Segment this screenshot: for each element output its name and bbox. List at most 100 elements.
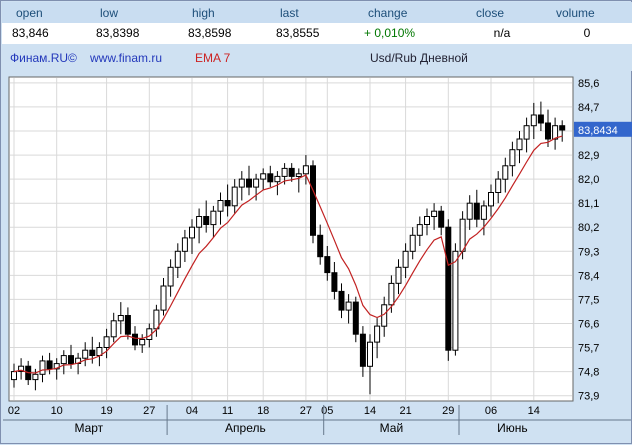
candle-body (317, 234, 324, 258)
candle-body (181, 237, 188, 252)
candle-body (203, 216, 210, 225)
candle-body (224, 200, 231, 207)
price-chart: 85,684,783,882,982,081,180,279,378,477,5… (3, 76, 632, 435)
svg-text:80,2: 80,2 (578, 222, 599, 234)
ema-line (13, 135, 563, 374)
svg-text:73,9: 73,9 (578, 391, 599, 403)
svg-text:84,7: 84,7 (578, 102, 599, 114)
candle-body (488, 192, 494, 207)
candle-body (196, 216, 203, 228)
candle-body (103, 336, 110, 348)
candle-body (402, 250, 409, 268)
candle-body (174, 250, 181, 268)
svg-text:18: 18 (257, 405, 269, 417)
candle-body (367, 341, 373, 367)
candle-body (32, 373, 39, 381)
svg-text:75,7: 75,7 (578, 343, 599, 355)
chart-title: Usd/Rub Дневной (370, 51, 468, 65)
stat-value-volume: 0 (583, 26, 591, 40)
month-label: Июнь (497, 421, 528, 435)
candle-body (246, 178, 252, 188)
candle-body (459, 218, 466, 252)
candle-body (509, 149, 516, 167)
candle-body (431, 210, 438, 217)
stat-value-change: + 0,010% (364, 26, 416, 40)
stat-label-last: last (280, 6, 299, 20)
candle-body (466, 202, 473, 220)
candle-body (295, 173, 302, 178)
candles (11, 101, 566, 395)
svg-text:05: 05 (321, 405, 333, 417)
candle-body (68, 355, 74, 365)
candle-body (416, 224, 423, 236)
candle-body (46, 360, 53, 370)
candle-body (53, 363, 60, 370)
candle-body (552, 125, 559, 140)
stat-label-volume: volume (556, 6, 595, 20)
stat-value-close: n/a (493, 26, 511, 40)
candle-body (89, 349, 96, 357)
svg-text:06: 06 (485, 405, 497, 417)
candle-body (352, 301, 359, 335)
candle-body (374, 325, 381, 343)
svg-text:77,5: 77,5 (578, 294, 599, 306)
candle-body (238, 178, 245, 188)
candle-body (359, 333, 366, 367)
svg-text:29: 29 (442, 405, 454, 417)
svg-text:82,0: 82,0 (578, 174, 599, 186)
candle-body (516, 138, 523, 151)
month-label: Март (74, 421, 103, 435)
candle-body (324, 256, 331, 274)
finam-brand-link[interactable]: Финам.RU© (10, 51, 77, 65)
candle-body (82, 349, 89, 359)
candle-body (274, 175, 281, 183)
stat-value-high: 83,8598 (188, 26, 232, 40)
candle-body (167, 266, 174, 287)
svg-text:78,4: 78,4 (578, 270, 599, 282)
candle-body (388, 282, 395, 306)
candle-body (11, 371, 17, 381)
candle-body (445, 226, 452, 351)
candle-body (310, 165, 316, 236)
stat-label-low: low (100, 6, 119, 20)
svg-text:27: 27 (143, 405, 155, 417)
candle-body (559, 125, 566, 131)
candle-body (139, 339, 146, 346)
candle-body (438, 210, 445, 228)
candle-body (530, 114, 537, 127)
svg-text:76,6: 76,6 (578, 319, 599, 331)
svg-text:11: 11 (222, 405, 233, 417)
stat-value-low: 83,8398 (96, 26, 140, 40)
candle-body (331, 272, 338, 292)
candle-body (545, 122, 551, 140)
last-price-label: 83,8434 (574, 121, 632, 137)
stat-label-high: high (192, 6, 215, 20)
svg-text:10: 10 (51, 405, 63, 417)
candle-body (495, 178, 502, 193)
svg-text:19: 19 (100, 405, 112, 417)
candle-body (480, 205, 487, 220)
candle-body (502, 165, 509, 180)
candle-body (523, 125, 530, 140)
candle-body (267, 173, 274, 183)
svg-text:27: 27 (300, 405, 312, 417)
candle-body (473, 202, 480, 220)
candle-body (160, 285, 167, 311)
candle-body (217, 200, 224, 212)
chart-header: Финам.RU© www.finam.ru EMA 7 Usd/Rub Дне… (2, 44, 632, 71)
finam-site-link[interactable]: www.finam.ru (90, 51, 163, 65)
candle-body (409, 234, 416, 252)
stat-value-open: 83,846 (12, 26, 49, 40)
candle-body (537, 114, 544, 124)
ema-indicator-label: EMA 7 (195, 51, 231, 65)
candle-body (110, 320, 117, 338)
candle-body (189, 226, 195, 239)
svg-text:82,9: 82,9 (578, 150, 599, 162)
svg-text:83,8434: 83,8434 (578, 125, 618, 137)
svg-text:21: 21 (399, 405, 411, 417)
svg-text:85,6: 85,6 (578, 78, 599, 90)
candle-body (210, 210, 217, 226)
candle-body (452, 250, 459, 351)
x-axis-labels: 02 10 19 27 04 11 18 27 05 14 21 29 06 14 (8, 405, 540, 417)
